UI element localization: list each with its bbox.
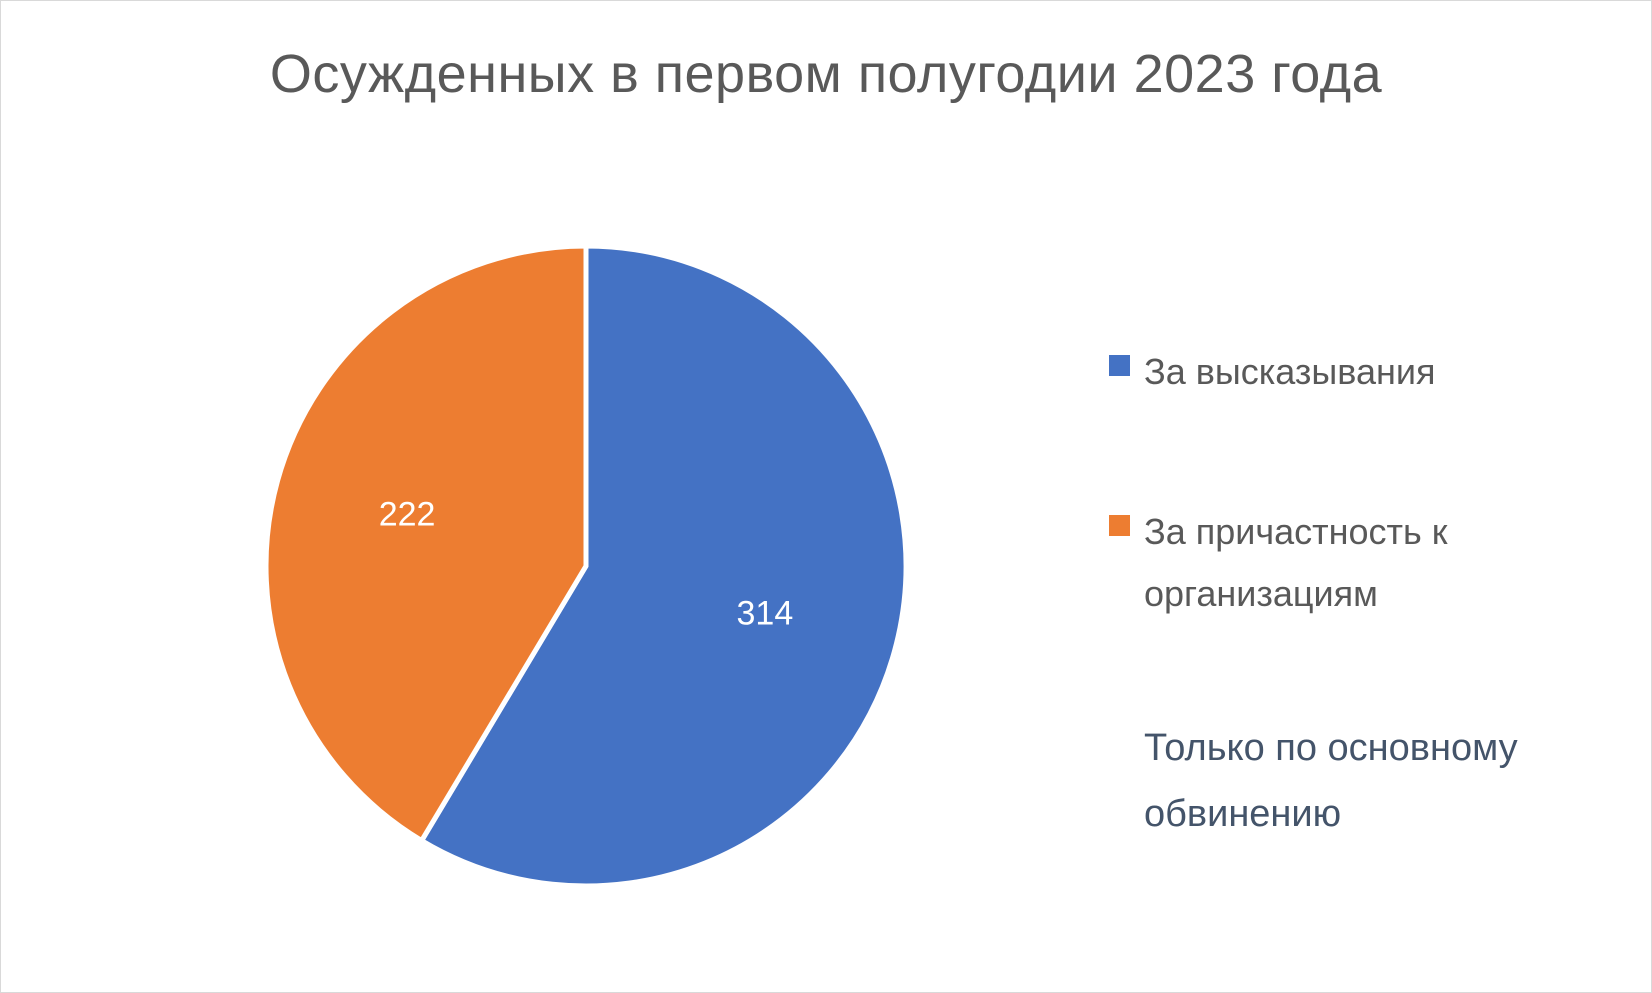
legend-item-organizations: За причастность к организациям bbox=[1109, 501, 1539, 625]
data-label-organizations: 222 bbox=[379, 496, 436, 534]
chart-note: Только по основному обвинению bbox=[1144, 727, 1518, 835]
legend-item-statements: За высказывания bbox=[1109, 341, 1436, 403]
legend-swatch-statements bbox=[1109, 355, 1130, 376]
pie-slice-statements bbox=[419, 243, 909, 889]
data-label-statements: 314 bbox=[737, 594, 794, 632]
pie-slice-organizations bbox=[263, 243, 589, 844]
legend-label-organizations: За причастность к организациям bbox=[1144, 511, 1448, 614]
legend-swatch-organizations bbox=[1109, 515, 1130, 536]
chart-title: Осужденных в первом полугодии 2023 года bbox=[269, 44, 1383, 104]
legend-label-statements: За высказывания bbox=[1144, 351, 1436, 392]
